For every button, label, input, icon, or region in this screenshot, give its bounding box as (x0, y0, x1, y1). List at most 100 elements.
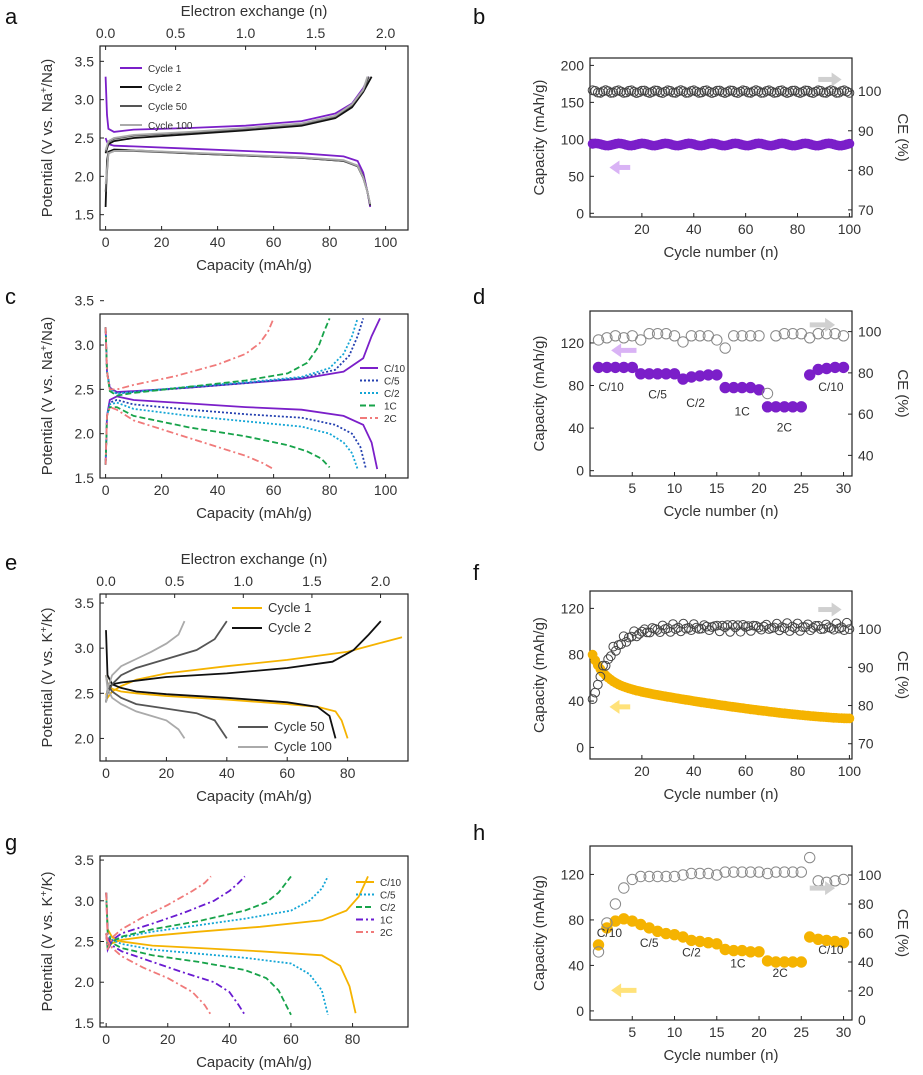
series-1c-charge (104, 318, 331, 397)
plot-frame-d (589, 310, 853, 477)
series-cycle-2-discharge (104, 148, 372, 208)
y-tick-label: 200 (561, 57, 585, 73)
data-point (683, 87, 694, 98)
data-point (701, 621, 712, 632)
chart-e: 0 20 40 60 80 2.0 2.5 3.0 3.5 Capacity (mAh/g) Pot… (39, 551, 409, 805)
data-point (696, 623, 707, 634)
data-point (844, 88, 855, 98)
data-point (744, 330, 757, 342)
data-point (753, 866, 765, 878)
legend-label: Cycle 100 (274, 739, 332, 754)
data-point (683, 623, 694, 633)
y2-tick-label: 90 (858, 659, 874, 675)
data-point (605, 651, 616, 662)
data-point (753, 946, 765, 958)
x-tick-label: 5 (628, 480, 636, 496)
y2-tick-label: 80 (858, 698, 874, 714)
panel-label-f: f (473, 560, 480, 585)
series-capacity (587, 649, 855, 724)
legend-a: Cycle 1 Cycle 2 Cycle 50 Cycle 100 (120, 64, 193, 132)
data-point (733, 620, 743, 631)
data-point (787, 866, 799, 878)
y-tick-label: 2.0 (75, 730, 95, 746)
y2-tick-label: 60 (858, 925, 874, 941)
data-point (699, 620, 709, 630)
data-point (779, 86, 790, 97)
y-tick-label: 80 (568, 378, 584, 394)
y2-axis-title: CE (%) (894, 113, 911, 161)
data-point (778, 866, 791, 878)
x-tick-label: 0 (102, 1031, 110, 1047)
legend-label: Cycle 2 (268, 620, 311, 635)
data-point (771, 618, 782, 629)
top-tick-label: 2.0 (376, 25, 396, 41)
data-point (779, 623, 790, 633)
data-point (839, 625, 850, 635)
rate-label: C/2 (686, 396, 705, 410)
x-tick-label: 20 (634, 763, 650, 779)
y-axis-title-end: /K) (39, 871, 56, 890)
rate-label: C/10 (597, 926, 623, 940)
top-tick-label: 0.0 (96, 573, 116, 589)
y-tick-label: 3.0 (75, 640, 95, 656)
legend-label: 2C (384, 414, 397, 425)
data-point (618, 631, 629, 642)
y-tick-label: 0 (576, 205, 584, 221)
legend-label: Cycle 1 (148, 64, 182, 75)
legend-label: Cycle 50 (148, 102, 187, 113)
y2-tick-label: 80 (858, 162, 874, 178)
data-point (808, 88, 818, 98)
axis-arrow-head-right (831, 72, 842, 87)
data-point (839, 85, 850, 96)
data-point (722, 620, 733, 630)
series-c-10-discharge (104, 395, 379, 470)
data-point (829, 875, 841, 887)
data-point (621, 87, 632, 98)
data-point (609, 898, 622, 910)
legend-label: Cycle 1 (268, 600, 311, 615)
data-point (837, 937, 850, 949)
y-tick-label: 2.5 (75, 381, 95, 397)
y-tick-label: 40 (568, 420, 584, 436)
data-point (694, 867, 706, 880)
series-cycle-1-charge (104, 76, 370, 133)
chart-f: 20 40 60 80 100 0 40 80 120 Cycle number (n) Capac… (531, 590, 911, 803)
plot-frame-b (589, 57, 853, 218)
y-tick-label: 1.5 (75, 470, 95, 486)
x-axis-title: Cycle number (n) (663, 786, 778, 803)
x-axis-title: Capacity (mAh/g) (196, 1054, 312, 1071)
y-axis-title: Potential (V vs. K+/K) (39, 607, 57, 747)
data-point (813, 620, 824, 631)
y-tick-label: 3.5 (75, 53, 95, 69)
data-point (677, 869, 689, 881)
data-point (601, 332, 613, 344)
x-tick-label: 10 (667, 1024, 683, 1040)
legend-label: 1C (380, 916, 393, 927)
y-tick-label: 2.0 (75, 168, 95, 184)
data-point (717, 620, 728, 631)
legend-label: C/10 (380, 878, 402, 889)
data-point (790, 85, 800, 96)
x-tick-label: 20 (751, 1024, 767, 1040)
y2-tick-label: 70 (858, 202, 874, 218)
data-point (722, 87, 733, 97)
data-point (821, 619, 831, 630)
data-point (603, 86, 614, 97)
y-axis-title: Capacity (mAh/g) (531, 617, 548, 733)
y-tick-label: 1.5 (75, 1015, 95, 1031)
y-tick-label: 2.0 (75, 974, 95, 990)
data-point (668, 368, 681, 380)
data-point (685, 330, 698, 342)
data-point (678, 86, 689, 97)
y-tick-label: 80 (568, 912, 584, 928)
y-tick-label: 2.5 (75, 685, 95, 701)
x-tick-label: 10 (667, 480, 683, 496)
data-point (634, 629, 645, 639)
top-tick-label: 0.5 (166, 25, 186, 41)
top-tick-label: 1.5 (306, 25, 326, 41)
data-point (643, 328, 655, 340)
data-point (652, 85, 663, 96)
data-point (736, 330, 748, 342)
x-tick-label: 60 (266, 482, 282, 498)
data-point (828, 86, 839, 97)
